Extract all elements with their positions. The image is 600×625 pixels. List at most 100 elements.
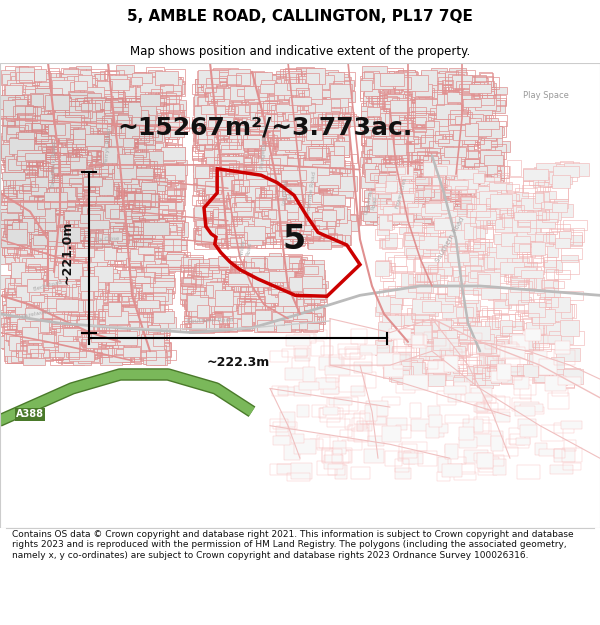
Bar bbox=[455, 182, 471, 194]
Bar bbox=[538, 335, 561, 344]
Bar bbox=[465, 241, 480, 248]
Bar bbox=[403, 144, 414, 152]
Bar bbox=[479, 205, 496, 215]
Bar bbox=[254, 282, 273, 293]
Bar bbox=[257, 321, 272, 329]
Bar bbox=[193, 97, 211, 107]
Bar bbox=[219, 92, 233, 101]
Bar bbox=[106, 146, 119, 158]
Bar bbox=[473, 288, 492, 296]
Bar bbox=[43, 157, 55, 171]
Bar bbox=[364, 82, 379, 96]
Bar bbox=[444, 386, 466, 394]
Bar bbox=[124, 236, 141, 249]
Bar bbox=[305, 322, 319, 330]
Bar bbox=[22, 288, 37, 297]
Bar bbox=[62, 216, 74, 226]
Bar bbox=[141, 300, 164, 312]
Bar bbox=[431, 68, 447, 84]
Bar bbox=[73, 210, 92, 225]
Bar bbox=[83, 182, 95, 190]
Bar bbox=[284, 101, 296, 114]
Bar bbox=[495, 203, 514, 217]
Bar bbox=[89, 220, 109, 229]
Bar bbox=[392, 164, 406, 177]
Bar bbox=[402, 169, 421, 181]
Bar bbox=[272, 203, 292, 212]
Bar bbox=[4, 288, 16, 299]
Bar bbox=[14, 296, 37, 307]
Bar bbox=[128, 199, 153, 211]
Bar bbox=[380, 112, 399, 124]
Bar bbox=[307, 106, 330, 117]
Bar bbox=[398, 142, 415, 151]
Bar bbox=[30, 114, 50, 129]
Bar bbox=[40, 296, 64, 309]
Bar bbox=[81, 161, 101, 175]
Bar bbox=[10, 204, 35, 216]
Bar bbox=[74, 171, 94, 183]
Bar bbox=[288, 173, 304, 181]
Bar bbox=[446, 376, 467, 389]
Bar bbox=[207, 118, 232, 132]
Bar bbox=[91, 324, 106, 332]
Bar bbox=[429, 141, 446, 152]
Bar bbox=[139, 111, 154, 124]
Bar bbox=[197, 229, 218, 236]
Bar bbox=[167, 256, 188, 265]
Bar bbox=[535, 232, 553, 246]
Bar bbox=[364, 71, 379, 86]
Bar bbox=[103, 141, 115, 148]
Bar bbox=[450, 115, 462, 129]
Bar bbox=[25, 196, 42, 209]
Bar bbox=[55, 189, 78, 199]
Bar bbox=[75, 329, 91, 341]
Bar bbox=[442, 189, 460, 201]
Bar bbox=[102, 194, 113, 211]
Bar bbox=[39, 113, 58, 128]
Bar bbox=[556, 260, 579, 274]
Bar bbox=[123, 116, 143, 131]
Bar bbox=[68, 258, 83, 267]
Bar bbox=[38, 280, 52, 293]
Bar bbox=[37, 176, 53, 191]
Bar bbox=[406, 232, 430, 240]
Bar bbox=[50, 227, 64, 238]
Bar bbox=[50, 335, 71, 348]
Bar bbox=[374, 105, 388, 114]
Bar bbox=[206, 231, 222, 243]
Bar bbox=[479, 162, 493, 171]
Bar bbox=[220, 183, 236, 195]
Bar bbox=[383, 289, 398, 297]
Bar bbox=[310, 127, 328, 138]
Bar bbox=[50, 229, 68, 239]
Bar bbox=[462, 212, 484, 224]
Bar bbox=[76, 287, 100, 296]
Bar bbox=[17, 341, 37, 349]
Bar bbox=[229, 134, 247, 141]
Bar bbox=[420, 256, 442, 267]
Bar bbox=[228, 286, 239, 294]
Bar bbox=[482, 366, 502, 378]
Bar bbox=[379, 104, 398, 112]
Bar bbox=[154, 312, 171, 321]
Bar bbox=[20, 89, 35, 103]
Bar bbox=[562, 166, 587, 175]
Bar bbox=[303, 320, 317, 332]
Bar bbox=[471, 197, 488, 208]
Bar bbox=[32, 302, 51, 317]
Bar bbox=[515, 312, 538, 319]
Bar bbox=[20, 96, 45, 106]
Bar bbox=[18, 273, 40, 289]
Bar bbox=[35, 337, 58, 349]
Bar bbox=[244, 226, 262, 240]
Bar bbox=[413, 246, 435, 256]
Bar bbox=[76, 222, 100, 234]
Bar bbox=[461, 123, 484, 137]
Bar bbox=[470, 322, 481, 336]
Bar bbox=[260, 281, 281, 295]
Bar bbox=[230, 264, 246, 272]
Bar bbox=[70, 120, 92, 134]
Bar bbox=[420, 201, 443, 209]
Bar bbox=[206, 114, 220, 131]
